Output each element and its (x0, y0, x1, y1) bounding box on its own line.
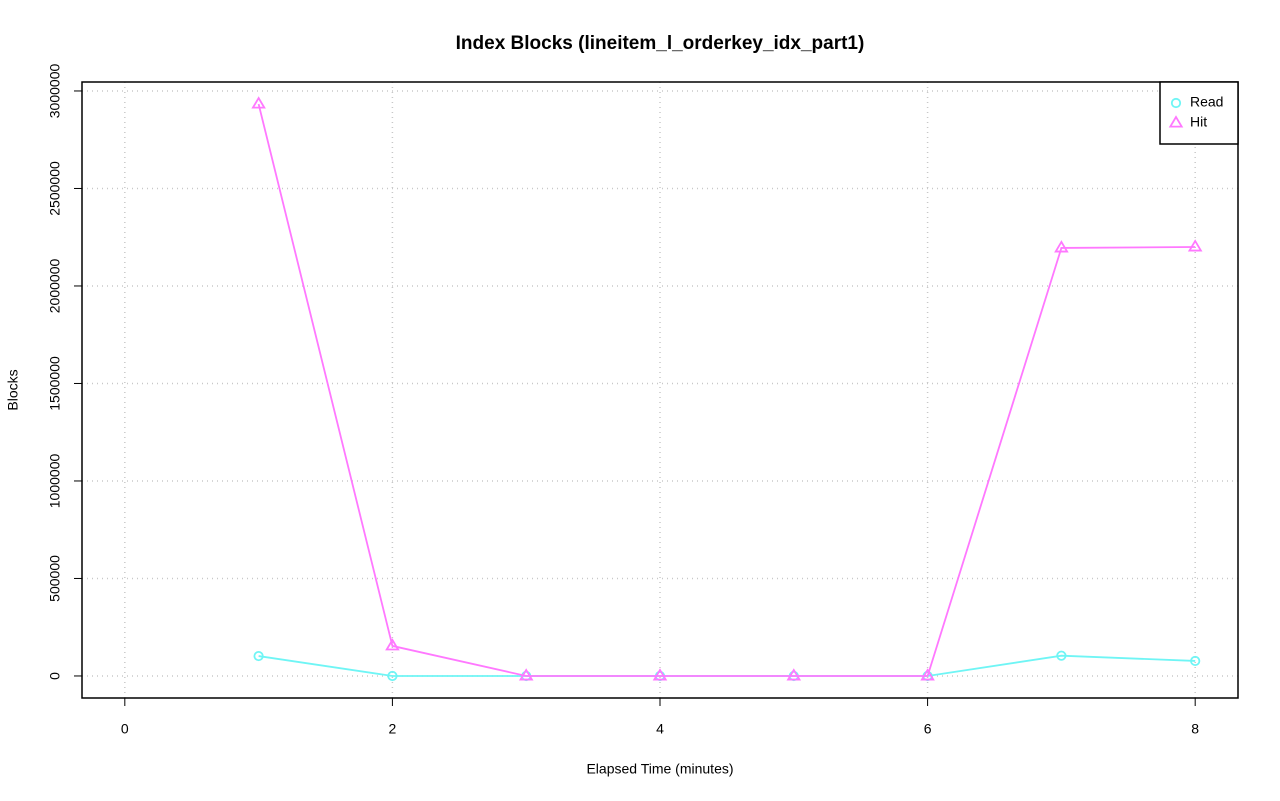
y-tick-label: 500000 (47, 555, 63, 602)
legend-label: Hit (1190, 114, 1207, 130)
data-point (1190, 655, 1201, 667)
x-tick-label: 2 (389, 721, 397, 737)
x-tick-label: 8 (1191, 721, 1199, 737)
legend-box (1159, 81, 1239, 145)
data-point (920, 668, 935, 681)
data-point (253, 650, 264, 662)
data-point (385, 638, 400, 651)
legend-label: Read (1190, 94, 1223, 110)
legend-symbol (1168, 115, 1184, 128)
x-axis-label: Elapsed Time (minutes) (586, 761, 733, 777)
y-tick-label: 3000000 (47, 64, 63, 119)
data-point (518, 668, 534, 681)
x-tick-label: 0 (121, 721, 129, 737)
data-point (387, 670, 398, 682)
data-point (652, 668, 668, 681)
data-point (1056, 650, 1067, 661)
data-point (1054, 240, 1069, 253)
y-axis-label: Blocks (5, 369, 21, 410)
x-tick-label: 6 (924, 721, 932, 737)
legend-symbol (1170, 97, 1182, 109)
y-tick-label: 1500000 (47, 356, 63, 411)
y-tick-label: 2500000 (47, 161, 63, 216)
x-tick-label: 4 (656, 721, 664, 737)
series-line (257, 103, 1196, 677)
series-line (258, 654, 1196, 677)
data-point (786, 668, 802, 681)
y-tick-label: 2000000 (47, 259, 63, 314)
chart-title: Index Blocks (lineitem_l_orderkey_idx_pa… (456, 33, 865, 54)
y-tick-label: 1000000 (47, 454, 63, 509)
data-point (251, 96, 266, 109)
data-point (1187, 239, 1203, 252)
y-tick-label: 0 (47, 672, 63, 680)
plot-frame (81, 81, 1239, 699)
